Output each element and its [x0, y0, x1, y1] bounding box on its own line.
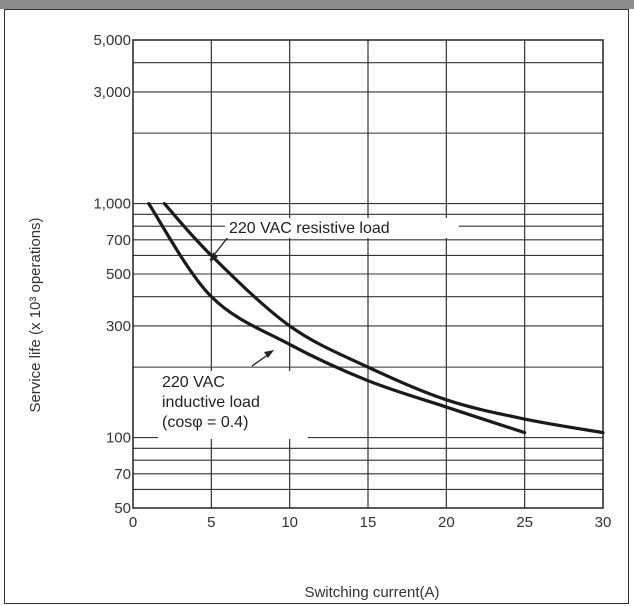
y-tick-label: 700: [106, 232, 131, 249]
annotation-leaders: [209, 231, 274, 367]
annotation-bg-1: [158, 371, 308, 439]
annotation-text: (cosφ = 0.4): [162, 414, 248, 431]
y-tick-label: 5,000: [93, 32, 131, 49]
chart-frame: [4, 9, 629, 604]
annotation-text: 220 VAC resistive load: [229, 220, 390, 237]
x-tick-label: 30: [595, 514, 612, 531]
y-tick-label: 300: [106, 318, 131, 335]
series-line-0: [162, 201, 605, 435]
annotation-bg-0: [225, 218, 459, 238]
x-tick-label: 15: [360, 514, 377, 531]
y-tick-label: 1,000: [93, 196, 131, 213]
x-tick-labels: 0 5 10 15 20 25 30: [129, 514, 612, 531]
y-tick-labels: 50 70 100 300 500 700 1,000 3,000 5,000: [93, 32, 131, 517]
x-tick-label: 5: [207, 514, 215, 531]
leader-arrow-inductive: [264, 350, 274, 358]
x-tick-label: 0: [129, 514, 137, 531]
x-axis-title: Switching current(A): [304, 584, 439, 601]
series-line-1: [147, 201, 527, 435]
leader-arrow-resistive: [210, 252, 218, 262]
x-tick-label: 10: [281, 514, 298, 531]
y-tick-label: 3,000: [93, 84, 131, 101]
x-tick-label: 25: [516, 514, 533, 531]
y-axis-title: Service life (x 10³ operations): [27, 217, 44, 412]
annotation-text: inductive load: [162, 394, 260, 411]
annotations: 220 VAC resistive load 220 VAC inductive l…: [158, 218, 459, 439]
y-tick-label: 500: [106, 266, 131, 283]
top-bar: [0, 0, 634, 9]
annotation-text: 220 VAC: [162, 374, 225, 391]
y-tick-label: 70: [114, 466, 131, 483]
y-tick-label: 100: [106, 430, 131, 447]
plot-area: [132, 39, 604, 509]
x-tick-label: 20: [438, 514, 455, 531]
series-curves: [147, 201, 605, 435]
y-tick-label: 50: [114, 500, 131, 517]
